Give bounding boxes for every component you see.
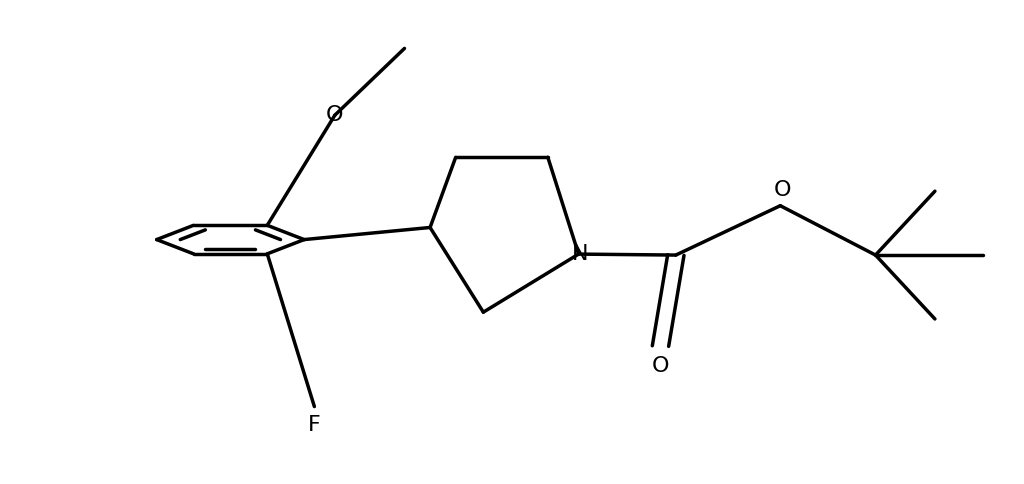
Text: O: O: [773, 180, 792, 200]
Text: F: F: [308, 415, 321, 435]
Text: O: O: [651, 356, 670, 376]
Text: O: O: [326, 105, 344, 125]
Text: N: N: [572, 244, 589, 264]
